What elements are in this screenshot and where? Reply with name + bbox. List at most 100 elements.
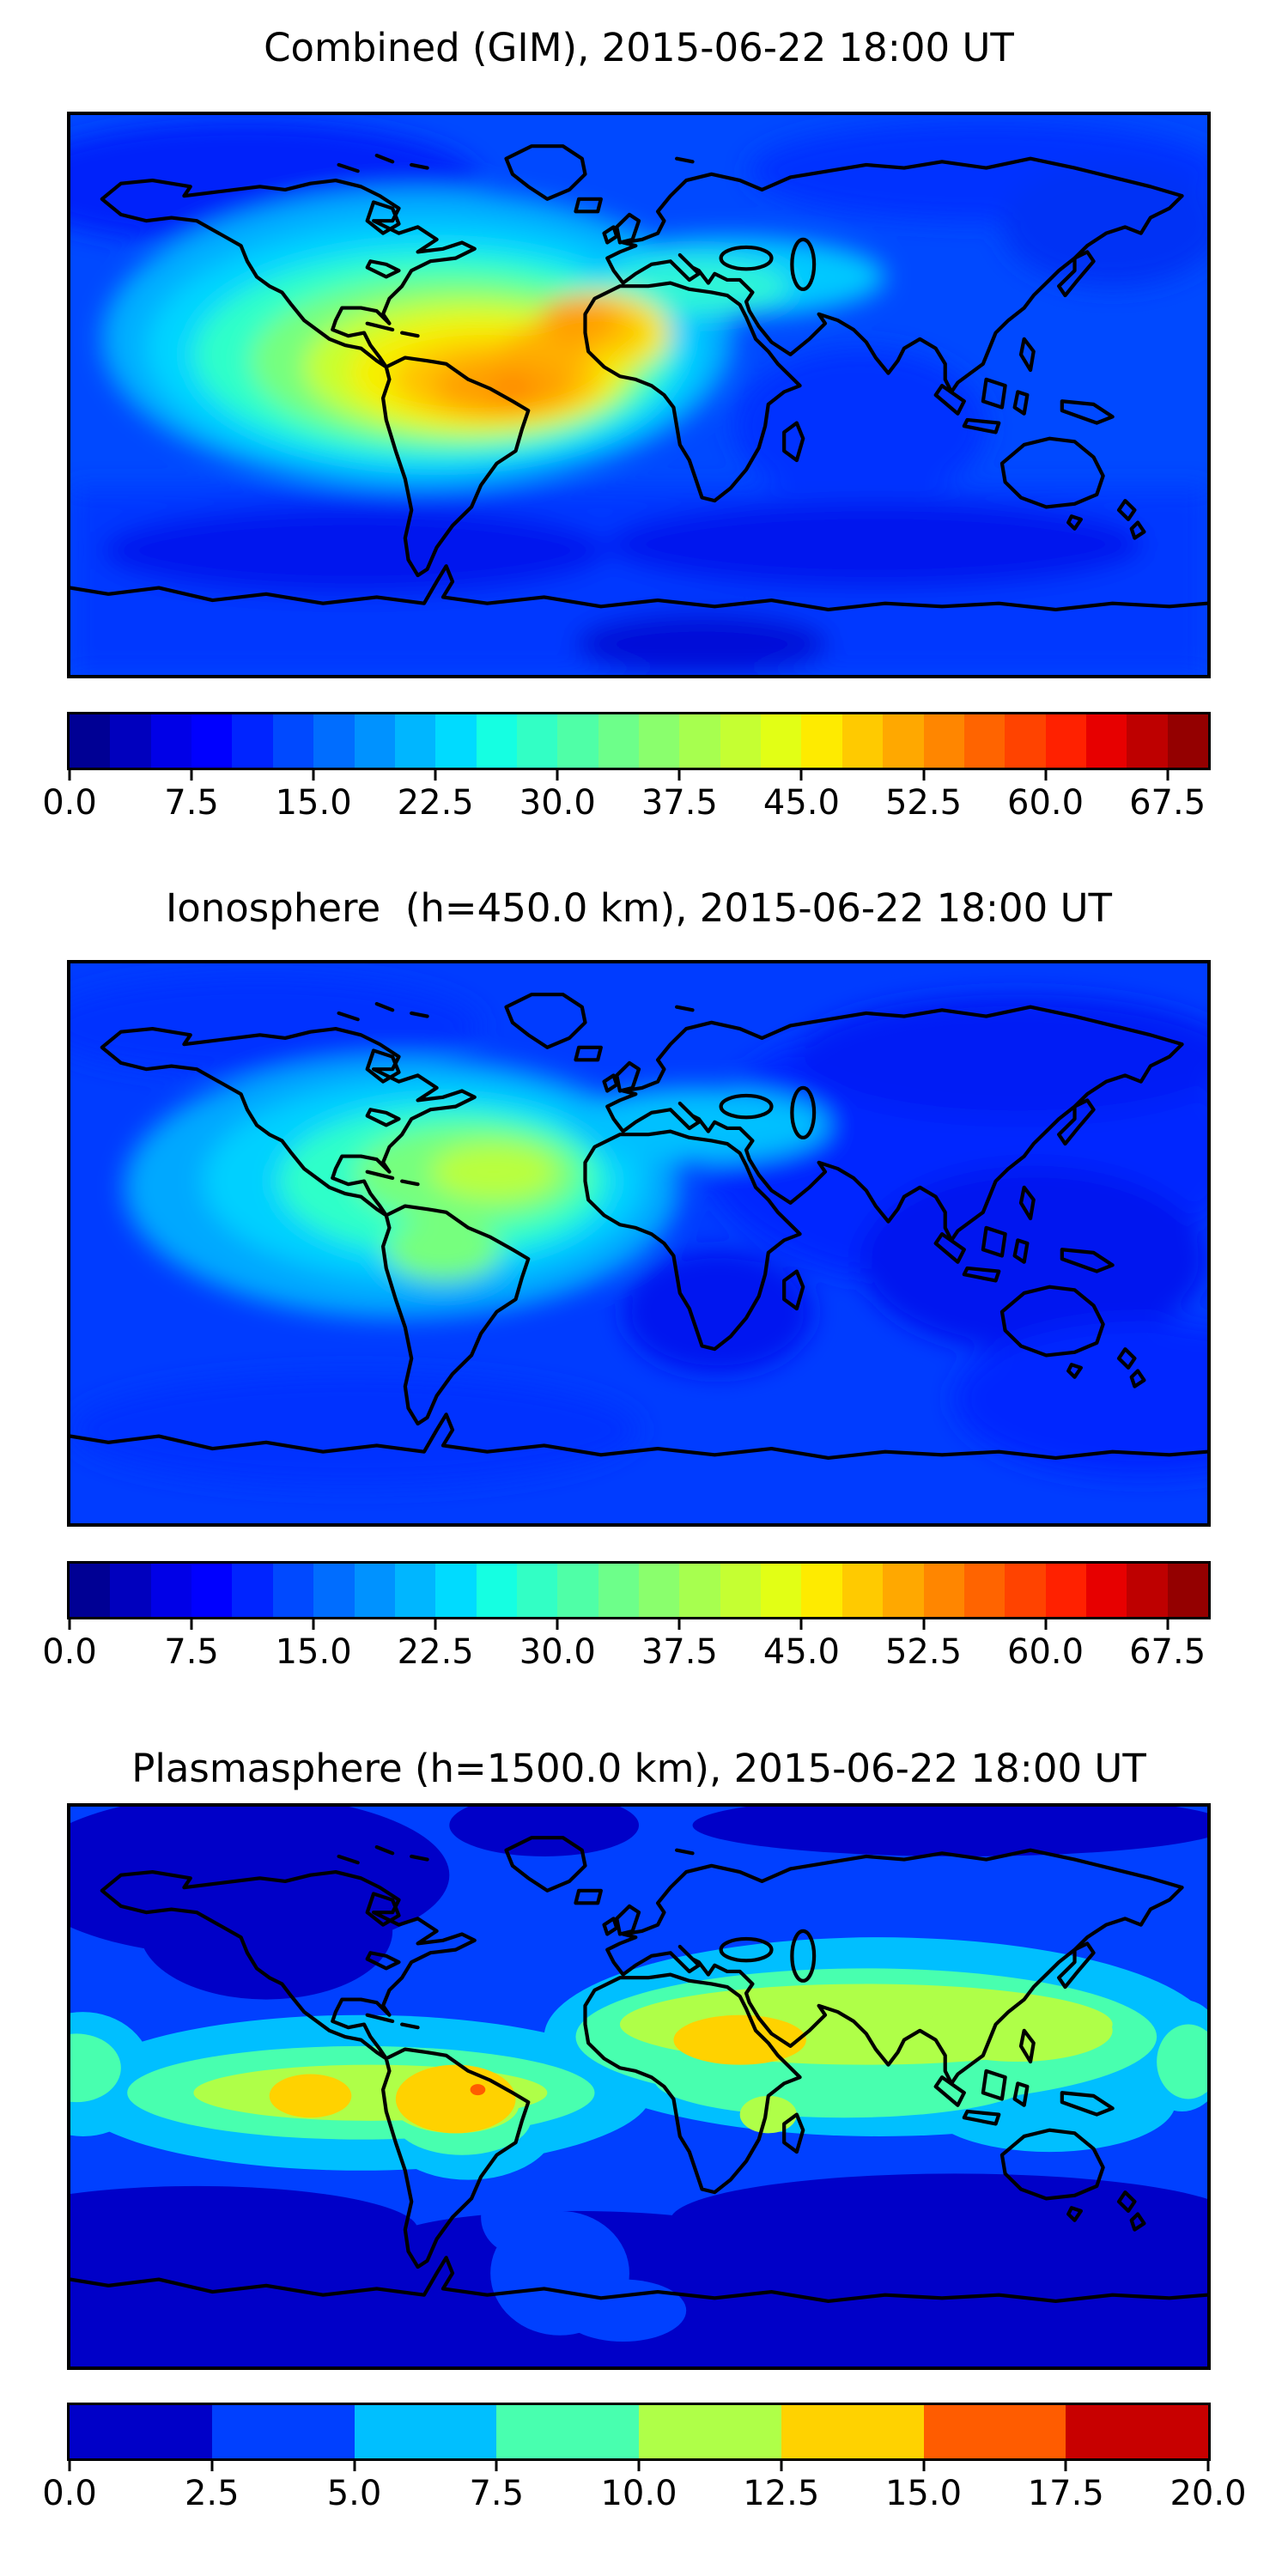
colorbar-segment — [232, 714, 273, 768]
tick-mark — [190, 768, 193, 781]
colorbar-segment — [720, 714, 762, 768]
tick-label: 0.0 — [42, 1632, 97, 1672]
colorbar-segment — [70, 1564, 111, 1617]
colorbar-segment — [781, 2405, 924, 2458]
panel-3-colorbar: 0.0 2.5 5.0 7.5 10.0 12.5 15.0 17.5 20.0 — [42, 2403, 1247, 2513]
colorbar-segment — [679, 1564, 720, 1617]
tick-label: 7.5 — [164, 783, 219, 823]
colorbar-ticks — [68, 2458, 1210, 2471]
tick-label: 5.0 — [326, 2474, 382, 2513]
tick-label: 52.5 — [884, 783, 963, 823]
tick-label: 22.5 — [397, 1632, 474, 1672]
tick-label: 12.5 — [743, 2474, 820, 2513]
colorbar-tick-labels: 0.0 7.5 15.0 22.5 30.0 37.5 45.0 52.5 60.0 67.5 — [42, 1631, 1208, 1673]
tick-mark — [1044, 1617, 1048, 1630]
tick-mark — [312, 1617, 315, 1630]
colorbar-segment — [1127, 714, 1168, 768]
tick-mark — [1166, 1617, 1170, 1630]
tick-mark — [677, 768, 681, 781]
tick-label: 0.0 — [42, 2474, 97, 2513]
colorbar-tick-labels: 0.0 7.5 15.0 22.5 30.0 37.5 45.0 52.5 60.0 67.5 — [42, 782, 1208, 823]
tick-label: 67.5 — [1129, 1632, 1206, 1672]
colorbar-segment — [1005, 714, 1046, 768]
tick-mark — [556, 768, 559, 781]
tick-mark — [922, 1617, 925, 1630]
colorbar-segment — [1066, 2405, 1208, 2458]
colorbar-gradient — [70, 2405, 1208, 2458]
colorbar-segment — [923, 2405, 1066, 2458]
tick-label: 10.0 — [600, 2474, 677, 2513]
colorbar-segment — [801, 1564, 842, 1617]
colorbar-segment — [476, 1564, 517, 1617]
tick-mark — [637, 2458, 641, 2471]
tick-mark — [434, 768, 437, 781]
colorbar-segment — [720, 1564, 762, 1617]
tick-label: 37.5 — [641, 1632, 718, 1672]
colorbar-segment — [761, 714, 802, 768]
tick-mark — [1044, 768, 1048, 781]
panel-2-map — [67, 960, 1211, 1527]
tick-label: 15.0 — [275, 1632, 352, 1672]
colorbar-segment — [679, 714, 720, 768]
tick-mark — [780, 2458, 783, 2471]
colorbar-segment — [639, 1564, 680, 1617]
colorbar-segment — [598, 1564, 640, 1617]
colorbar-segment — [232, 1564, 273, 1617]
colorbar-segment — [883, 1564, 924, 1617]
colorbar-segment — [496, 2405, 639, 2458]
tick-label: 22.5 — [397, 783, 474, 823]
colorbar-gradient — [70, 714, 1209, 768]
colorbar-segment — [272, 1564, 314, 1617]
tick-mark — [210, 2458, 214, 2471]
colorbar-segment — [394, 714, 436, 768]
colorbar-segment — [516, 1564, 558, 1617]
colorbar-segment — [313, 1564, 355, 1617]
colorbar-ticks — [68, 768, 1208, 781]
tick-label: 60.0 — [1007, 1632, 1084, 1672]
colorbar-segment — [841, 1564, 884, 1617]
colorbar-segment — [841, 714, 884, 768]
tick-mark — [556, 1617, 559, 1630]
tick-label: 67.5 — [1129, 783, 1206, 823]
colorbar-tick-labels: 0.0 2.5 5.0 7.5 10.0 12.5 15.0 17.5 20.0 — [42, 2473, 1246, 2514]
tick-mark — [799, 1617, 803, 1630]
tick-label: 17.5 — [1027, 2474, 1104, 2513]
colorbar-segment — [354, 2405, 497, 2458]
world-map-svg-ionosphere — [70, 963, 1207, 1523]
colorbar-segment — [191, 714, 233, 768]
colorbar-segment — [272, 714, 314, 768]
tick-label: 0.0 — [42, 783, 97, 823]
colorbar-segment — [598, 714, 640, 768]
colorbar-segment — [639, 2405, 781, 2458]
colorbar-segment — [557, 714, 598, 768]
colorbar-segment — [1167, 1564, 1209, 1617]
colorbar-ticks — [68, 1617, 1208, 1630]
colorbar-segment — [516, 714, 558, 768]
colorbar-segment — [761, 1564, 802, 1617]
tick-label: 52.5 — [884, 1632, 963, 1672]
colorbar-segment — [801, 714, 842, 768]
panel-3-map — [67, 1803, 1211, 2370]
tec-field-plasmasphere — [70, 1807, 1207, 2366]
colorbar-segment — [1085, 1564, 1127, 1617]
colorbar-segment — [1085, 714, 1127, 768]
colorbar-segment — [354, 1564, 395, 1617]
colorbar-segment — [557, 1564, 598, 1617]
colorbar-segment — [150, 714, 192, 768]
colorbar-segment — [923, 1564, 964, 1617]
world-map-svg-combined — [70, 115, 1207, 675]
panel-1-map — [67, 112, 1211, 678]
panel-2-colorbar: 0.0 7.5 15.0 22.5 30.0 37.5 45.0 52.5 60.0 67.5 — [42, 1561, 1211, 1672]
tick-mark — [434, 1617, 437, 1630]
colorbar-segment — [70, 714, 111, 768]
tick-mark — [1064, 2458, 1067, 2471]
tick-label: 45.0 — [762, 1632, 840, 1672]
tick-mark — [312, 768, 315, 781]
colorbar-segment — [1127, 1564, 1168, 1617]
tick-label: 15.0 — [884, 2474, 963, 2513]
tick-label: 30.0 — [519, 1632, 596, 1672]
colorbar-gradient — [70, 1564, 1209, 1617]
colorbar-segment — [191, 1564, 233, 1617]
colorbar-segment — [1005, 1564, 1046, 1617]
colorbar-segment — [1167, 714, 1209, 768]
